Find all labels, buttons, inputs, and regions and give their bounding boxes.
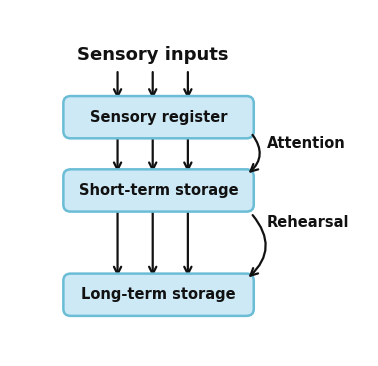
- Text: Long-term storage: Long-term storage: [81, 287, 236, 302]
- Text: Attention: Attention: [267, 137, 346, 152]
- Text: Short-term storage: Short-term storage: [79, 183, 239, 198]
- Text: Sensory register: Sensory register: [90, 110, 227, 125]
- Text: Sensory inputs: Sensory inputs: [77, 46, 228, 64]
- Text: Rehearsal: Rehearsal: [267, 215, 350, 230]
- FancyBboxPatch shape: [64, 169, 254, 212]
- FancyBboxPatch shape: [64, 96, 254, 138]
- FancyBboxPatch shape: [64, 274, 254, 316]
